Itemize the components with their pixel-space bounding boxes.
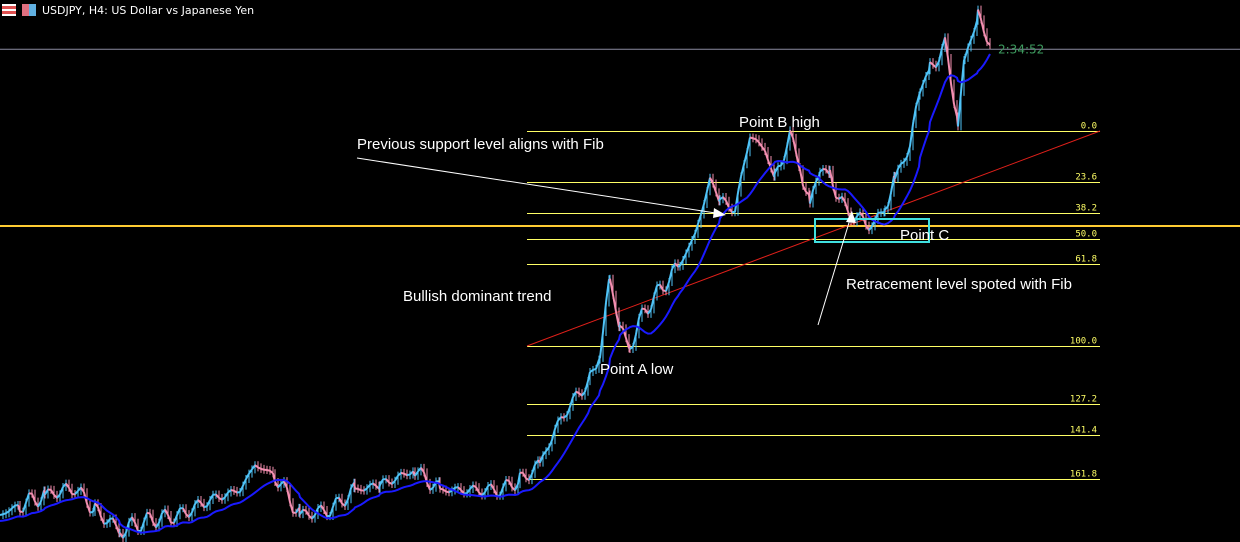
- bar-countdown-timer: 2:34:52: [998, 42, 1044, 56]
- fib-level-label: 127.2: [1070, 395, 1097, 405]
- chart-window-icon: [2, 4, 16, 16]
- annotation-retracement: Retracement level spoted with Fib: [846, 276, 1072, 293]
- annotation-trend: Bullish dominant trend: [403, 288, 551, 305]
- annotation-point-b: Point B high: [739, 114, 820, 131]
- annotation-support: Previous support level aligns with Fib: [357, 136, 604, 153]
- annotation-point-a: Point A low: [600, 361, 674, 378]
- trendline: [526, 130, 1101, 347]
- chart-header: USDJPY, H4: US Dollar vs Japanese Yen: [2, 2, 254, 18]
- fib-level-label: 141.4: [1070, 426, 1097, 436]
- fib-level-label: 100.0: [1070, 337, 1097, 347]
- fib-level-label: 0.0: [1081, 122, 1097, 132]
- fib-level-label: 23.6: [1075, 173, 1097, 183]
- symbol-icon: [22, 4, 36, 16]
- annotation-point-c: Point C: [900, 227, 949, 244]
- chart-title: USDJPY, H4: US Dollar vs Japanese Yen: [42, 3, 255, 17]
- retracement-arrow: [817, 215, 852, 326]
- support-arrowhead-icon: [713, 208, 726, 218]
- retracement-arrowhead-icon: [846, 211, 856, 223]
- retracement-zone-box: [814, 218, 930, 243]
- fib-level-label: 61.8: [1075, 255, 1097, 265]
- fib-level-label: 38.2: [1075, 204, 1097, 214]
- moving-average-line: [0, 53, 991, 534]
- fib-level-label: 50.0: [1075, 230, 1097, 240]
- fib-level-label: 161.8: [1070, 470, 1097, 480]
- support-arrow: [356, 157, 723, 215]
